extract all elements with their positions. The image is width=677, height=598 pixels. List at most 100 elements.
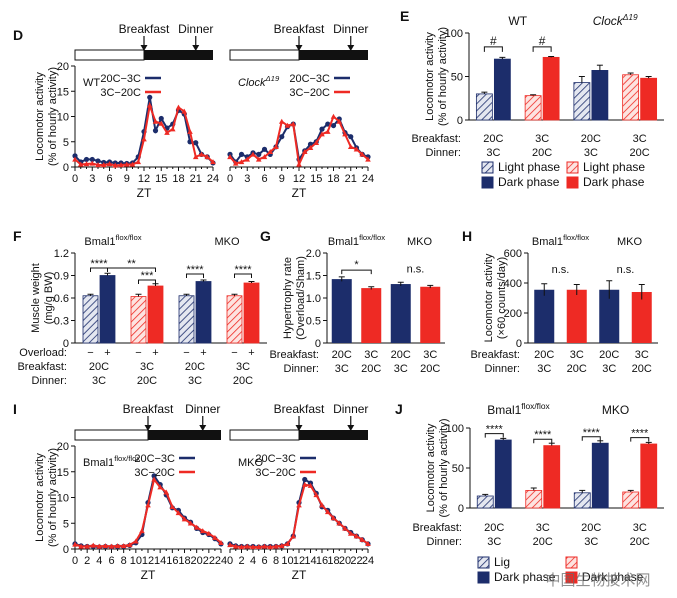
data-point <box>353 533 360 539</box>
data-point <box>284 122 291 128</box>
y-tick-label: 0 <box>63 338 69 350</box>
data-point <box>267 149 274 155</box>
breakfast-arrow-head <box>295 425 303 431</box>
category-dinner: 3C <box>335 363 349 375</box>
legend-series-label: 20C−3C <box>100 73 141 85</box>
significance-bracket <box>186 273 204 278</box>
panel-letter-d: D <box>13 27 23 43</box>
dinner-label: Dinner <box>333 402 368 416</box>
significance-bracket <box>532 46 552 52</box>
data-point <box>210 159 216 165</box>
legend-series-label: 3C−20C <box>289 87 330 99</box>
data-point <box>232 160 239 166</box>
panel-i: I Locomotor activity(% of hourly activity… <box>13 401 374 582</box>
y-axis-label: Locomotor activity(% of hourly activity) <box>34 67 59 166</box>
significance-bracket <box>533 438 553 444</box>
series-line <box>74 473 222 548</box>
category-dinner: 20C <box>567 363 587 375</box>
data-point <box>301 481 308 487</box>
data-point <box>347 144 354 149</box>
category-dinner: 3C <box>584 147 598 159</box>
bar <box>640 77 658 121</box>
panel-d: D Locomotor activity(% of hourly activity… <box>13 22 374 200</box>
data-point <box>206 530 212 536</box>
bar <box>147 285 164 344</box>
data-point <box>83 156 90 163</box>
y-tick-label: 20 <box>57 441 69 453</box>
panel-letter-e: E <box>400 8 409 24</box>
data-point <box>112 162 119 168</box>
x-tick-label: 3 <box>244 173 250 185</box>
data-point <box>307 482 314 488</box>
panel-letter-i: I <box>13 401 17 417</box>
y-tick-label: 100 <box>446 423 464 435</box>
bar <box>534 289 555 343</box>
significance-bracket <box>234 273 252 278</box>
overload-sign: + <box>248 347 254 359</box>
bar <box>243 282 260 344</box>
data-point <box>181 108 188 114</box>
group-label: ClockΔ19 <box>593 12 638 28</box>
x-tick-label: 12 <box>293 555 305 567</box>
bar <box>566 289 587 343</box>
bar <box>82 295 99 344</box>
data-point <box>365 156 371 162</box>
x-tick-label: 12 <box>142 555 154 567</box>
x-tick-label: 15 <box>155 173 167 185</box>
significance-label: # <box>490 34 497 48</box>
bar <box>542 56 560 121</box>
x-tick-label: 15 <box>310 173 322 185</box>
data-point <box>102 543 109 549</box>
data-point <box>313 492 320 498</box>
data-point <box>129 161 136 167</box>
data-point <box>302 476 308 483</box>
data-point <box>296 161 302 167</box>
category-breakfast: 20C <box>599 349 619 361</box>
data-point <box>78 543 84 549</box>
x-tick-label: 10 <box>281 555 293 567</box>
x-tick-label: 18 <box>178 555 190 567</box>
x-tick-label: 18 <box>172 173 184 185</box>
y-tick-label: 10 <box>57 493 69 505</box>
data-point <box>187 520 194 526</box>
x-tick-label: 4 <box>250 555 256 567</box>
data-point <box>204 154 211 160</box>
group-label: WT <box>508 14 527 28</box>
data-point <box>255 544 262 550</box>
data-point <box>95 162 101 168</box>
significance-label: ** <box>127 258 136 270</box>
data-point <box>267 544 274 550</box>
category-dinner: 20C <box>361 363 381 375</box>
legend-swatch <box>566 161 579 174</box>
y-tick-label: 0.5 <box>306 316 321 328</box>
data-point <box>218 540 224 546</box>
dinner-label: Dinner <box>185 402 220 416</box>
data-point <box>163 489 170 495</box>
series-line <box>74 101 214 167</box>
data-point <box>348 134 354 140</box>
category-breakfast: 3C <box>635 349 649 361</box>
x-tick-label: 21 <box>345 173 357 185</box>
category-breakfast: 20C <box>581 522 601 534</box>
breakfast-label: Breakfast <box>119 22 170 36</box>
breakfast-label: Breakfast <box>274 402 325 416</box>
data-point <box>301 149 308 155</box>
x-tick-label: 22 <box>350 555 362 567</box>
data-point <box>261 154 268 160</box>
category-breakfast: 3C <box>633 133 647 145</box>
row-label: Dinner: <box>485 363 520 375</box>
x-tick-label: 20 <box>339 555 351 567</box>
x-tick-label: 24 <box>215 555 227 567</box>
y-axis-label: Locomotor activity(×60 counts/day) <box>483 253 508 342</box>
category-breakfast: 3C <box>535 133 549 145</box>
significance-bracket <box>138 279 156 284</box>
category-dinner: 3C <box>537 363 551 375</box>
category-dinner: 20C <box>630 536 650 548</box>
x-tick-label: 18 <box>327 555 339 567</box>
category-dinner: 20C <box>420 363 440 375</box>
x-tick-label: 21 <box>190 173 202 185</box>
y-tick-label: 15 <box>57 86 69 98</box>
bar <box>361 288 382 343</box>
y-tick-label: 15 <box>57 467 69 479</box>
